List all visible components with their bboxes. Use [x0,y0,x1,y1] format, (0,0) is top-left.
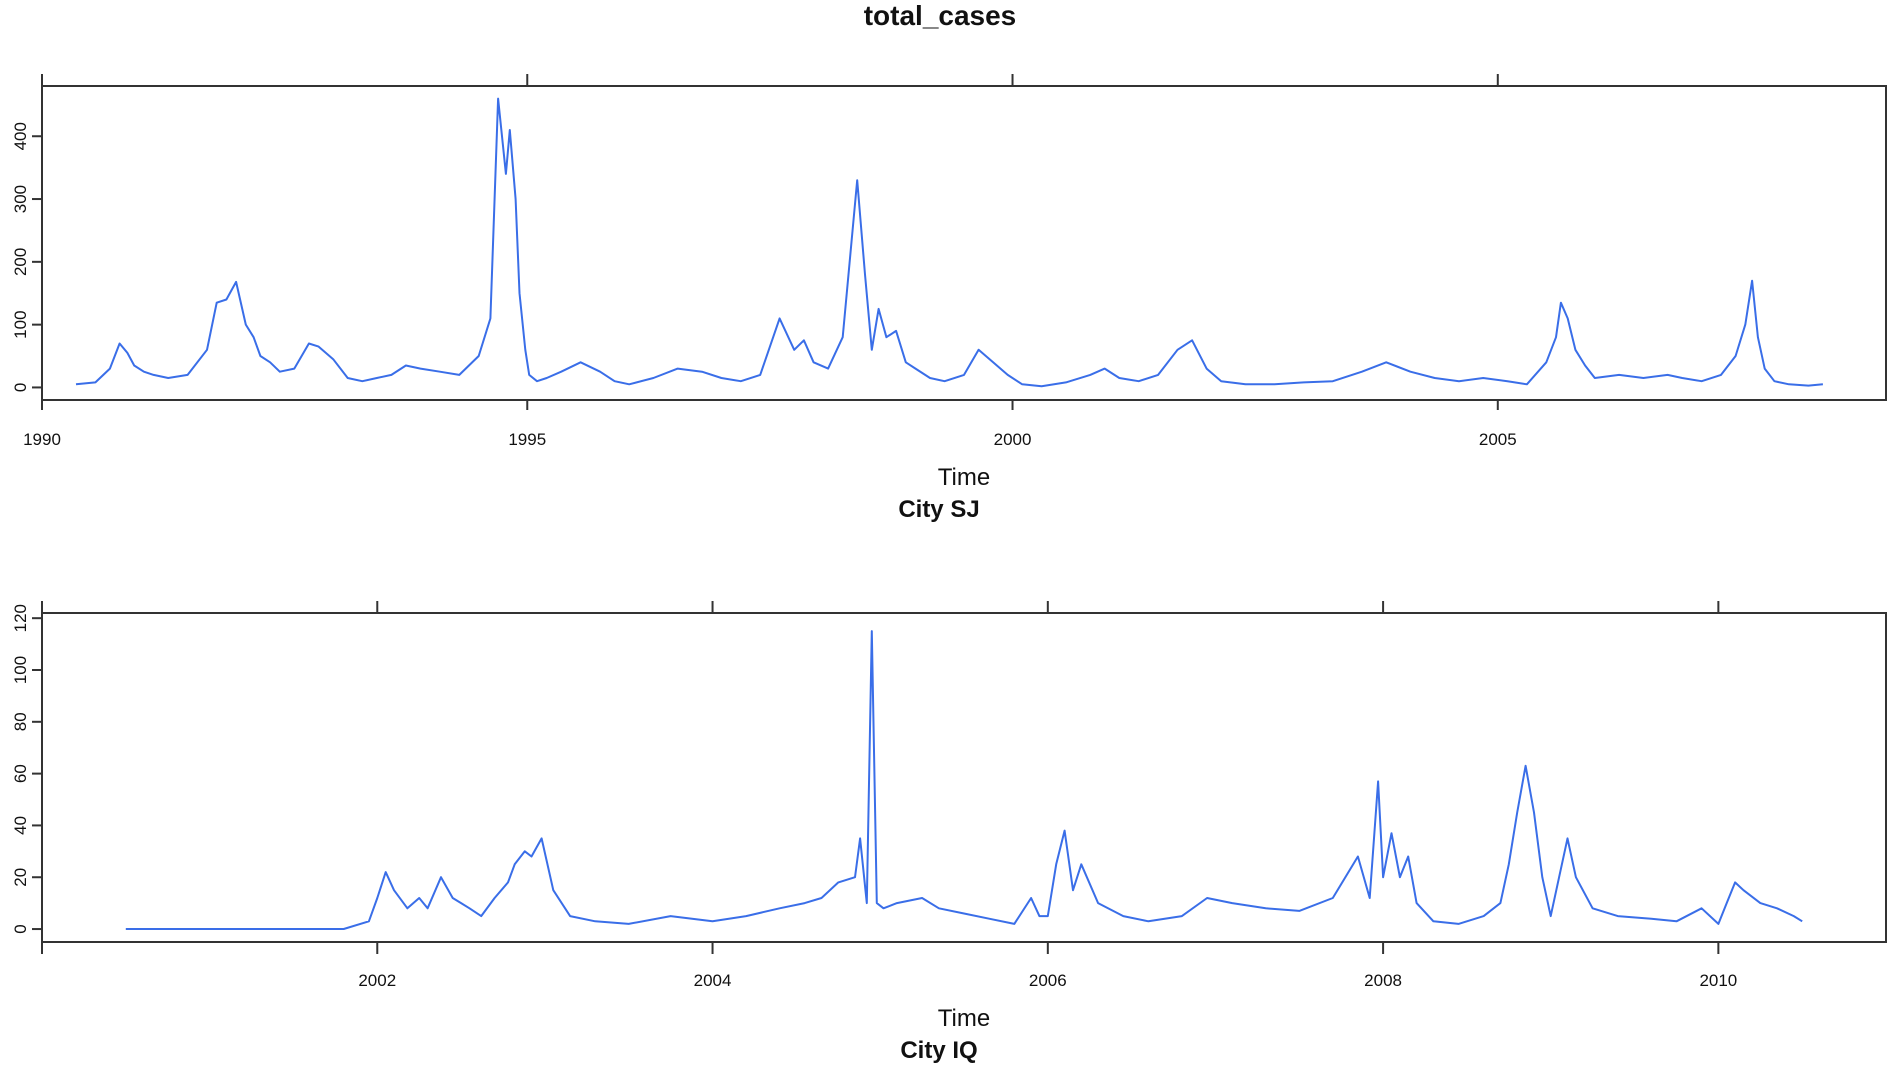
y-tick-label-iq: 40 [11,816,30,835]
y-tick-label-sj: 400 [11,122,30,150]
x-tick-label-iq: 2002 [358,971,396,990]
panel-subtitle-sj: City SJ [898,496,979,523]
y-axis-sj: 0 100 200 300 400 [11,122,42,392]
x-tick-label-iq: 2006 [1029,971,1067,990]
x-tick-label-iq: 2010 [1699,971,1737,990]
plot-frame-iq [41,612,1887,943]
panel-subtitle-iq: City IQ [900,1037,977,1064]
y-tick-label-iq: 60 [11,764,30,783]
x-axis-iq: 2002 2004 2006 2008 2010 [41,942,1737,990]
y-tick-label-sj: 0 [11,383,30,392]
x-tick-label-sj: 1995 [508,430,546,449]
y-tick-label-iq: 120 [11,604,30,632]
plot-frame-sj [41,85,1887,401]
y-tick-label-iq: 100 [11,656,30,684]
x-axis-title-iq: Time [938,1005,990,1032]
y-tick-label-sj: 200 [11,248,30,276]
x-tick-label-sj: 1990 [23,430,61,449]
y-tick-label-iq: 20 [11,868,30,887]
y-tick-label-sj: 300 [11,185,30,213]
x-tick-label-sj: 2005 [1479,430,1517,449]
x-axis-sj: 1990 1995 2000 2005 [23,400,1517,449]
panel-iq: 2002 2004 2006 2008 2010 0 20 40 60 80 100 120 Tim… [11,601,1887,1064]
x-axis-title-sj: Time [938,464,990,491]
panel-sj: 1990 1995 2000 2005 0 100 200 300 400 Time City… [11,74,1887,523]
x-tick-label-iq: 2004 [694,971,732,990]
x-tick-label-sj: 2000 [994,430,1032,449]
series-line-iq [125,630,1803,930]
y-tick-label-iq: 0 [11,924,30,933]
series-line-sj [75,97,1823,388]
y-tick-label-iq: 80 [11,712,30,731]
y-axis-iq: 0 20 40 60 80 100 120 [11,604,42,934]
x-top-ticks-sj [41,74,1499,86]
y-tick-label-sj: 100 [11,310,30,338]
x-top-ticks-iq [41,601,1720,613]
x-tick-label-iq: 2008 [1364,971,1402,990]
chart-main-title: total_cases [864,0,1017,31]
